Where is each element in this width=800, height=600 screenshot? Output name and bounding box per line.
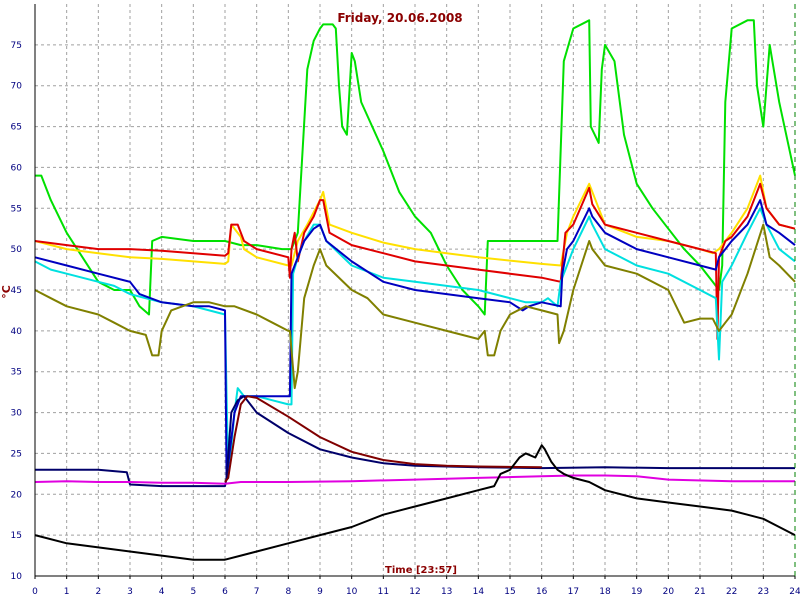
y-tick-label: 25 — [11, 449, 22, 459]
x-tick-label: 7 — [254, 587, 260, 597]
x-tick-label: 8 — [285, 587, 291, 597]
y-tick-label: 10 — [11, 572, 23, 582]
x-tick-label: 0 — [32, 587, 38, 597]
x-tick-label: 18 — [599, 587, 611, 597]
x-tick-label: 12 — [409, 587, 420, 597]
series-line-1 — [35, 19, 796, 316]
x-tick-label: 14 — [473, 587, 485, 597]
x-tick-label: 10 — [346, 587, 358, 597]
x-tick-label: 16 — [536, 587, 548, 597]
x-tick-label: 22 — [726, 587, 737, 597]
x-tick-label: 11 — [378, 587, 389, 597]
axes — [34, 4, 796, 579]
y-tick-label: 35 — [11, 368, 22, 378]
y-tick-label: 70 — [11, 82, 23, 92]
y-tick-label: 40 — [11, 327, 23, 337]
x-axis-label: Time [23:57] — [385, 565, 457, 576]
series-line-4 — [34, 207, 796, 479]
y-tick-label: 20 — [11, 490, 23, 500]
y-tick-label: 75 — [11, 41, 22, 51]
series-group — [34, 19, 796, 561]
y-tick-label: 50 — [11, 245, 23, 255]
series-line-8 — [224, 395, 542, 483]
x-tick-label: 5 — [190, 587, 196, 597]
series-line-9 — [34, 474, 795, 485]
x-tick-label: 21 — [694, 587, 705, 597]
y-tick-label: 45 — [11, 286, 22, 296]
series-line-10 — [34, 444, 796, 561]
y-tick-label: 55 — [11, 204, 22, 214]
x-tick-label: 20 — [663, 587, 675, 597]
x-tick-label: 23 — [758, 587, 769, 597]
x-tick-label: 15 — [504, 587, 515, 597]
x-tick-label: 13 — [441, 587, 452, 597]
y-tick-label: 65 — [11, 123, 22, 133]
y-tick-label: 60 — [11, 163, 23, 173]
series-line-6 — [34, 223, 796, 390]
x-tick-label: 1 — [64, 587, 70, 597]
x-tick-label: 24 — [789, 587, 800, 597]
x-tick-label: 19 — [631, 587, 643, 597]
x-tick-label: 3 — [127, 587, 133, 597]
x-tick-label: 4 — [159, 587, 165, 597]
y-axis-label: °C — [0, 285, 13, 299]
x-tick-label: 17 — [568, 587, 579, 597]
x-tick-label: 9 — [317, 587, 323, 597]
x-tick-label: 6 — [222, 587, 228, 597]
x-tick-label: 2 — [95, 587, 101, 597]
y-tick-label: 30 — [11, 409, 23, 419]
tick-labels: 0 1 2 3 4 5 6 7 8 9 10 11 12 13 14 15 16 17 18 19 20 21 22 23 24… — [11, 41, 800, 597]
y-tick-label: 15 — [11, 531, 22, 541]
series-line-5 — [34, 199, 796, 479]
chart-title: Friday, 20.06.2008 — [337, 11, 462, 25]
